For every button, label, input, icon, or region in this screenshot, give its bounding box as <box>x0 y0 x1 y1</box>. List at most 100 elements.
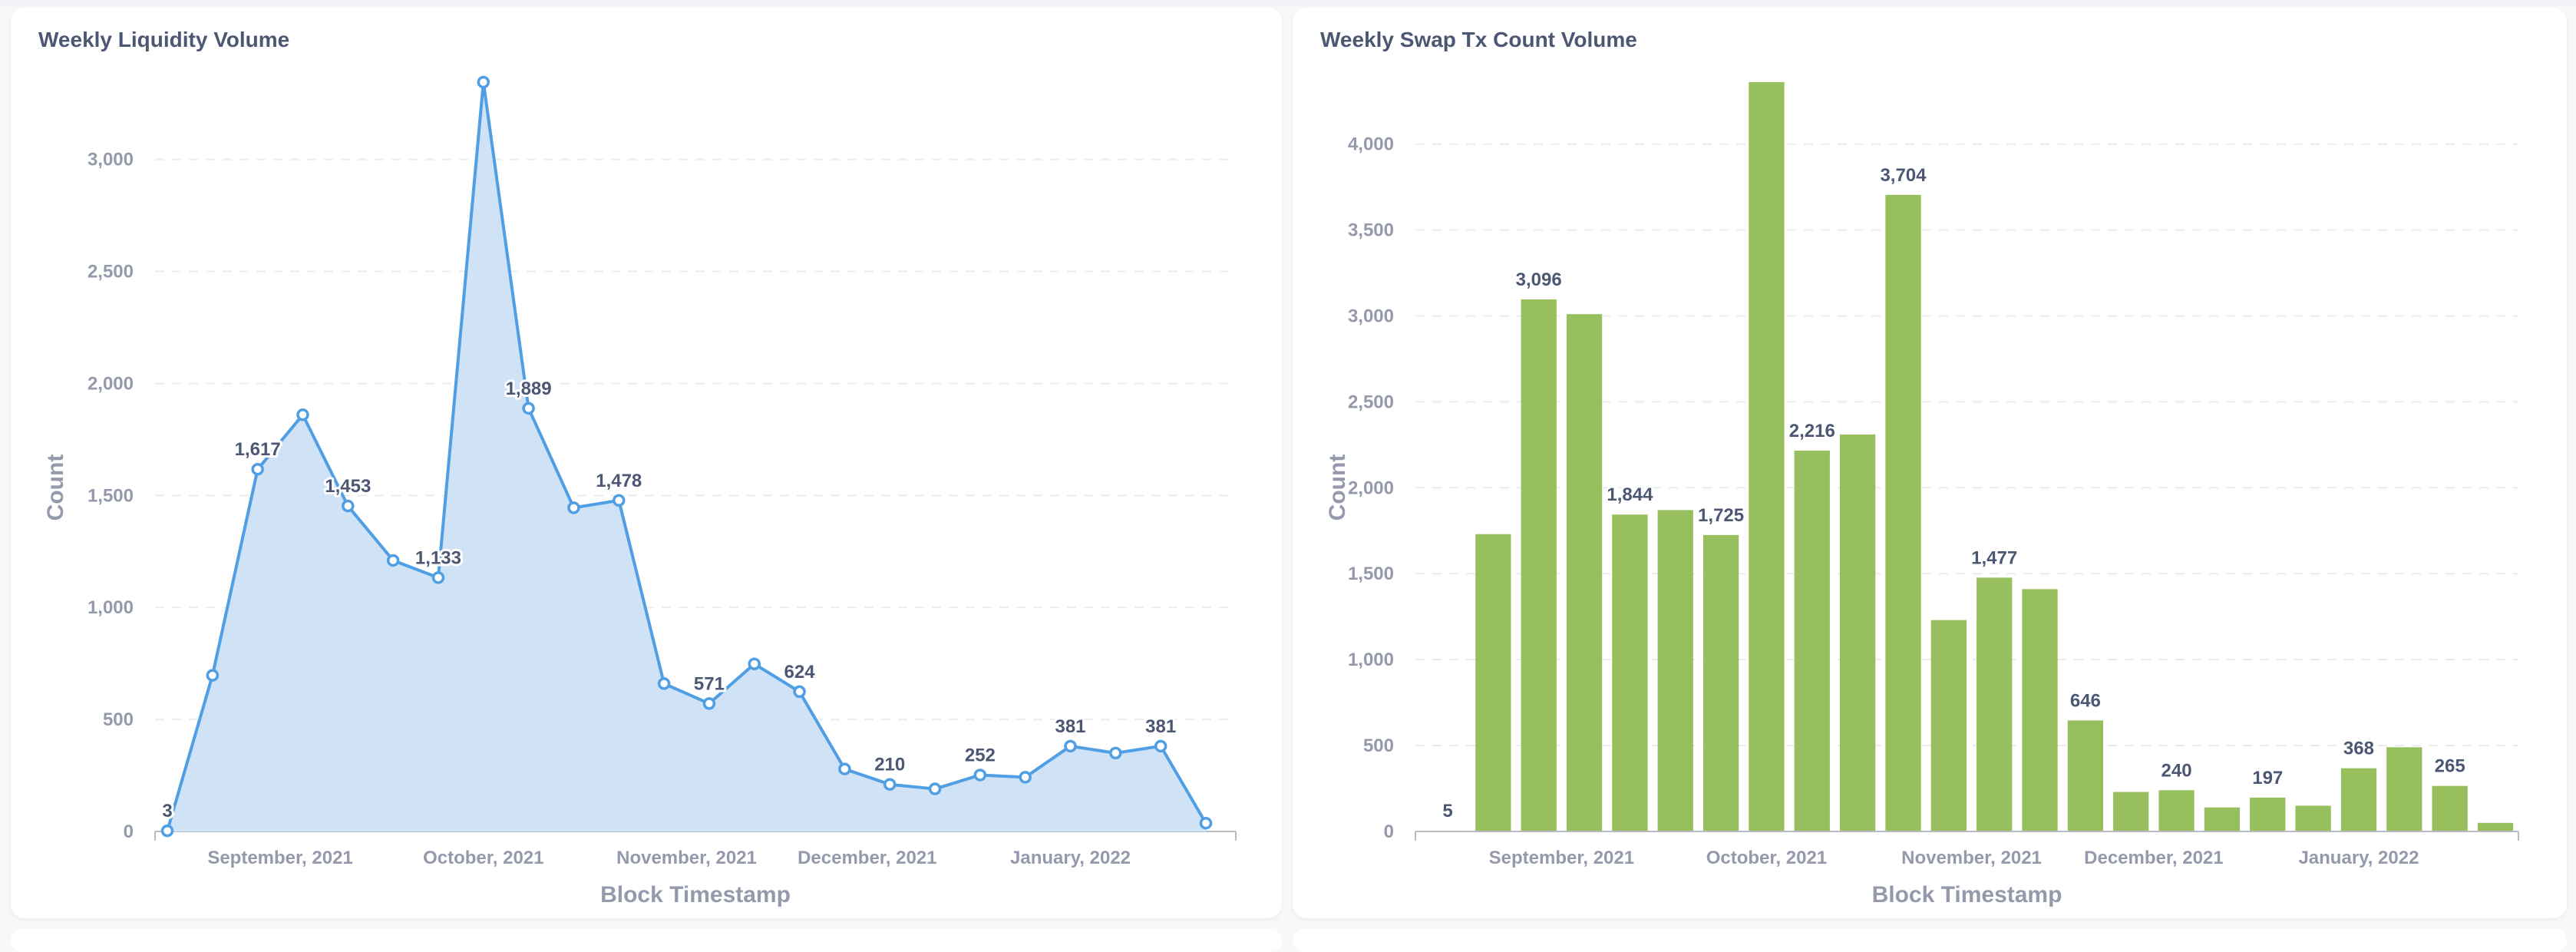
data-point <box>702 697 716 710</box>
liquidity-volume-card: Weekly Liquidity Volume 0 500 1,000 1,500 2,… <box>11 8 1282 918</box>
data-point <box>1199 816 1213 830</box>
bar <box>2295 805 2331 831</box>
bar <box>1566 314 1603 831</box>
y-tick-label: 3,500 <box>1348 220 1394 241</box>
data-label: 1,725 <box>1698 505 1744 526</box>
y-tick-label: 1,000 <box>1348 650 1394 670</box>
top-strip <box>0 0 2576 6</box>
data-point <box>748 657 761 670</box>
data-label: 381 <box>1055 716 1085 737</box>
data-point <box>1019 771 1032 784</box>
data-point <box>431 571 445 584</box>
data-point <box>973 769 987 782</box>
data-label: 265 <box>2435 756 2465 777</box>
bar <box>2432 785 2468 831</box>
data-label: 1,133 <box>415 547 461 568</box>
data-label: 252 <box>965 745 996 765</box>
bar <box>2477 822 2514 831</box>
data-label: 646 <box>2070 690 2101 711</box>
swap-tx-count-card: Weekly Swap Tx Count Volume 0 500 1,000 1,5… <box>1293 8 2567 918</box>
next-card-right <box>1293 929 2567 952</box>
bar <box>1475 534 1511 831</box>
bar <box>2158 790 2195 831</box>
data-point <box>206 669 220 682</box>
data-label: 1,889 <box>506 378 552 399</box>
card-title[interactable]: Weekly Liquidity Volume <box>38 28 290 51</box>
y-tick-label: 3,000 <box>1348 306 1394 326</box>
data-label: 1,617 <box>235 439 281 460</box>
y-tick-label: 500 <box>1363 735 1394 756</box>
bar <box>2250 797 2286 831</box>
x-tick-label: September, 2021 <box>1489 848 1634 868</box>
liquidity-area-chart: 0 500 1,000 1,500 2,000 2,500 3,000 September, … <box>43 75 1237 907</box>
data-label: 3 <box>162 801 172 821</box>
y-tick-label: 2,500 <box>1348 392 1394 412</box>
data-point <box>477 75 490 89</box>
data-point <box>613 494 626 507</box>
y-tick-label: 0 <box>124 821 134 842</box>
data-label: 624 <box>784 662 816 683</box>
data-label: 2,216 <box>1789 421 1835 441</box>
x-tick-label: December, 2021 <box>798 848 936 868</box>
data-label: 1,453 <box>325 476 371 497</box>
x-tick-label: January, 2022 <box>1010 848 1131 868</box>
x-tick-label: January, 2022 <box>2298 848 2419 868</box>
x-tick-label: October, 2021 <box>423 848 543 868</box>
x-axis-title: Block Timestamp <box>1872 882 2062 907</box>
data-label: 1,477 <box>1971 547 2017 568</box>
data-label: 3,096 <box>1516 269 1562 290</box>
x-tick-label: December, 2021 <box>2084 848 2223 868</box>
data-point <box>1064 739 1077 753</box>
data-point <box>342 499 355 513</box>
data-label: 240 <box>2162 760 2192 781</box>
bar <box>1612 514 1648 831</box>
bar <box>1930 620 1967 831</box>
y-tick-label: 4,000 <box>1348 134 1394 155</box>
y-axis-title: Count <box>1325 455 1350 521</box>
next-card-left <box>11 929 1282 952</box>
data-point <box>838 762 851 775</box>
y-tick-label: 1,000 <box>88 597 134 618</box>
y-tick-label: 2,000 <box>88 373 134 394</box>
y-tick-label: 2,500 <box>88 262 134 283</box>
swap-bar-chart: 0 500 1,000 1,500 2,000 2,500 3,000 3,500 4,000 S… <box>1325 82 2519 907</box>
data-point <box>567 501 580 514</box>
bar <box>2204 807 2241 831</box>
y-tick-label: 1,500 <box>1348 564 1394 584</box>
data-point <box>251 462 264 476</box>
data-point <box>296 408 309 421</box>
x-tick-label: October, 2021 <box>1706 848 1827 868</box>
data-point <box>1154 739 1167 753</box>
y-tick-label: 500 <box>103 709 134 730</box>
bar <box>1521 299 1557 832</box>
data-label: 1,478 <box>596 471 642 491</box>
data-point <box>522 402 535 415</box>
bar <box>1977 577 2013 831</box>
x-tick-label: November, 2021 <box>1901 848 2042 868</box>
data-label: 5 <box>1442 801 1452 821</box>
bar <box>2340 768 2377 831</box>
bar <box>1657 510 1693 831</box>
bar <box>1885 194 1921 831</box>
data-label: 381 <box>1145 716 1176 737</box>
data-label: 3,704 <box>1880 165 1927 186</box>
bar <box>2067 720 2104 831</box>
bar <box>1839 434 1876 831</box>
data-label: 1,844 <box>1607 484 1653 505</box>
bar <box>2113 792 2149 831</box>
card-title[interactable]: Weekly Swap Tx Count Volume <box>1320 28 1637 51</box>
x-tick-label: November, 2021 <box>616 848 757 868</box>
y-tick-label: 2,000 <box>1348 478 1394 498</box>
data-point <box>160 824 174 838</box>
data-label: 368 <box>2343 739 2374 759</box>
y-tick-label: 3,000 <box>88 150 134 170</box>
data-label: 210 <box>874 755 905 775</box>
bar <box>2386 747 2422 831</box>
x-axis-title: Block Timestamp <box>600 882 791 907</box>
data-point <box>883 778 897 791</box>
bar <box>2022 589 2058 831</box>
data-point <box>1109 746 1122 760</box>
data-point <box>386 554 400 567</box>
data-point <box>928 782 942 795</box>
data-label: 197 <box>2252 768 2283 788</box>
